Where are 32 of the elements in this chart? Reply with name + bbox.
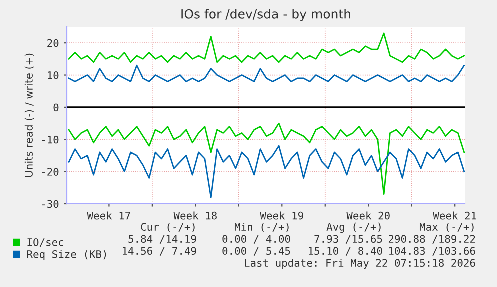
line-series: [68, 145, 465, 198]
text: Last update: Fri May 22 07:15:18 2026: [245, 258, 476, 270]
y-tick-label: 20: [48, 39, 59, 48]
legend-label: IO/sec: [28, 238, 64, 248]
text: 0.00 / 5.45: [222, 247, 290, 256]
text: Cur (-/+): [141, 223, 195, 232]
y-tick-label: -30: [42, 200, 59, 208]
x-tick-label: Week 20: [346, 212, 390, 220]
x-tick-label: Week 17: [87, 212, 130, 220]
text: Avg (-/+): [326, 222, 381, 234]
text: 5.84 /14.19: [128, 235, 196, 244]
text: 104.83 /103.66: [389, 247, 476, 256]
y-tick-label: -10: [42, 136, 59, 144]
text: 290.88 /189.22: [388, 235, 476, 244]
text: 14.56 / 7.49: [123, 247, 196, 256]
line-series: [68, 122, 465, 196]
y-tick-label: -20: [42, 168, 59, 176]
line-series: [68, 64, 465, 82]
text: 15.10 / 8.40: [309, 247, 382, 256]
x-tick-label: Week 18: [174, 212, 217, 220]
text: 7.93 /15.65: [314, 235, 382, 244]
y-tick-label: 10: [48, 72, 59, 80]
text: 0.00 / 4.00: [222, 235, 290, 244]
text: Max (-/+): [420, 223, 474, 232]
legend-label: Req Size (KB): [27, 250, 106, 260]
x-tick-label: Week 19: [260, 212, 304, 220]
x-tick-label: Week 21: [433, 212, 476, 220]
text: Min (-/+): [234, 222, 289, 232]
y-axis-title: Units read (-) / write (+): [24, 54, 34, 178]
chart-title: IOs for /dev/sda - by month: [182, 9, 350, 22]
y-tick-label: 0: [54, 104, 59, 112]
line-series: [68, 32, 465, 64]
